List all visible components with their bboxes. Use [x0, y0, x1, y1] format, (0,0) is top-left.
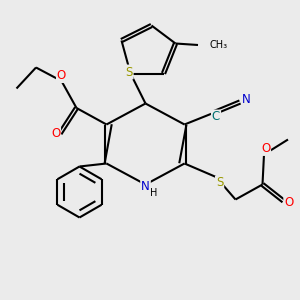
Text: C: C: [212, 110, 220, 124]
Text: O: O: [57, 69, 66, 82]
Text: H: H: [150, 188, 158, 198]
Text: O: O: [261, 142, 270, 155]
Text: O: O: [51, 127, 60, 140]
Text: O: O: [284, 196, 293, 209]
Text: N: N: [242, 92, 251, 106]
Text: S: S: [216, 176, 223, 190]
Text: CH₃: CH₃: [209, 40, 227, 50]
Text: N: N: [141, 179, 150, 193]
Text: S: S: [125, 65, 133, 79]
